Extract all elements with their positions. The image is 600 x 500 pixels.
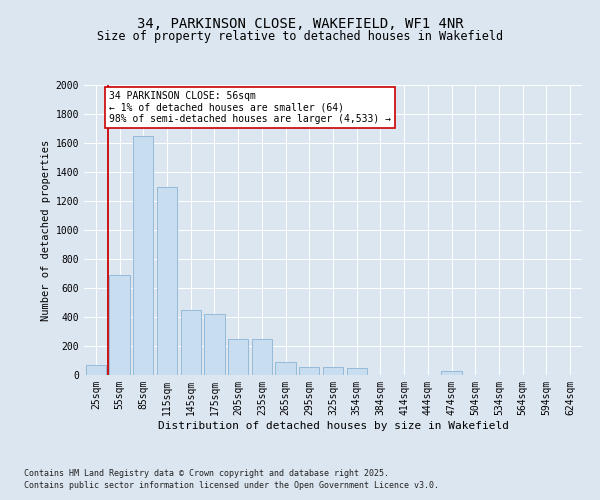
Bar [109,275,130,375]
Bar [133,136,154,375]
Bar [205,314,224,375]
Text: Contains HM Land Registry data © Crown copyright and database right 2025.: Contains HM Land Registry data © Crown c… [24,469,389,478]
Bar [442,371,461,375]
Y-axis label: Number of detached properties: Number of detached properties [41,140,52,320]
Text: Size of property relative to detached houses in Wakefield: Size of property relative to detached ho… [97,30,503,43]
Bar [181,310,201,375]
Bar [252,339,272,375]
Text: Contains public sector information licensed under the Open Government Licence v3: Contains public sector information licen… [24,481,439,490]
Bar [228,339,248,375]
Bar [86,365,106,375]
Bar [323,367,343,375]
X-axis label: Distribution of detached houses by size in Wakefield: Distribution of detached houses by size … [157,420,509,430]
Bar [347,368,367,375]
Text: 34 PARKINSON CLOSE: 56sqm
← 1% of detached houses are smaller (64)
98% of semi-d: 34 PARKINSON CLOSE: 56sqm ← 1% of detach… [109,91,391,124]
Bar [299,367,319,375]
Bar [275,362,296,375]
Bar [157,186,177,375]
Text: 34, PARKINSON CLOSE, WAKEFIELD, WF1 4NR: 34, PARKINSON CLOSE, WAKEFIELD, WF1 4NR [137,18,463,32]
